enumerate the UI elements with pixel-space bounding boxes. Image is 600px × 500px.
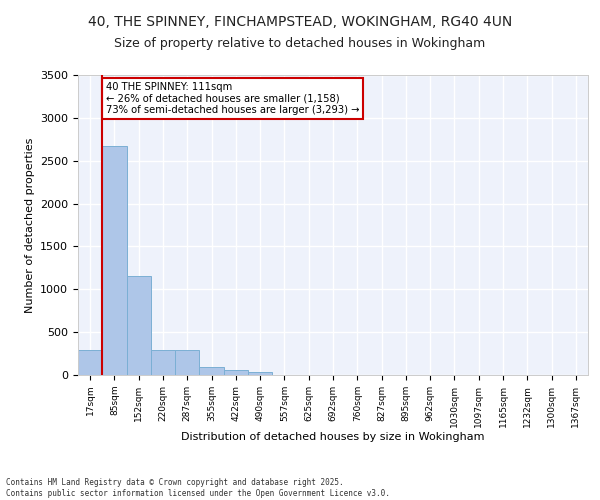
Bar xyxy=(151,350,175,375)
Text: 40 THE SPINNEY: 111sqm
← 26% of detached houses are smaller (1,158)
73% of semi-: 40 THE SPINNEY: 111sqm ← 26% of detached… xyxy=(106,82,359,115)
X-axis label: Distribution of detached houses by size in Wokingham: Distribution of detached houses by size … xyxy=(181,432,485,442)
Y-axis label: Number of detached properties: Number of detached properties xyxy=(25,138,35,312)
Text: Size of property relative to detached houses in Wokingham: Size of property relative to detached ho… xyxy=(115,38,485,51)
Bar xyxy=(199,368,224,375)
Bar xyxy=(78,350,102,375)
Bar xyxy=(102,146,127,375)
Bar xyxy=(248,372,272,375)
Text: 40, THE SPINNEY, FINCHAMPSTEAD, WOKINGHAM, RG40 4UN: 40, THE SPINNEY, FINCHAMPSTEAD, WOKINGHA… xyxy=(88,15,512,29)
Bar xyxy=(127,276,151,375)
Text: Contains HM Land Registry data © Crown copyright and database right 2025.
Contai: Contains HM Land Registry data © Crown c… xyxy=(6,478,390,498)
Bar xyxy=(224,370,248,375)
Bar xyxy=(175,350,199,375)
